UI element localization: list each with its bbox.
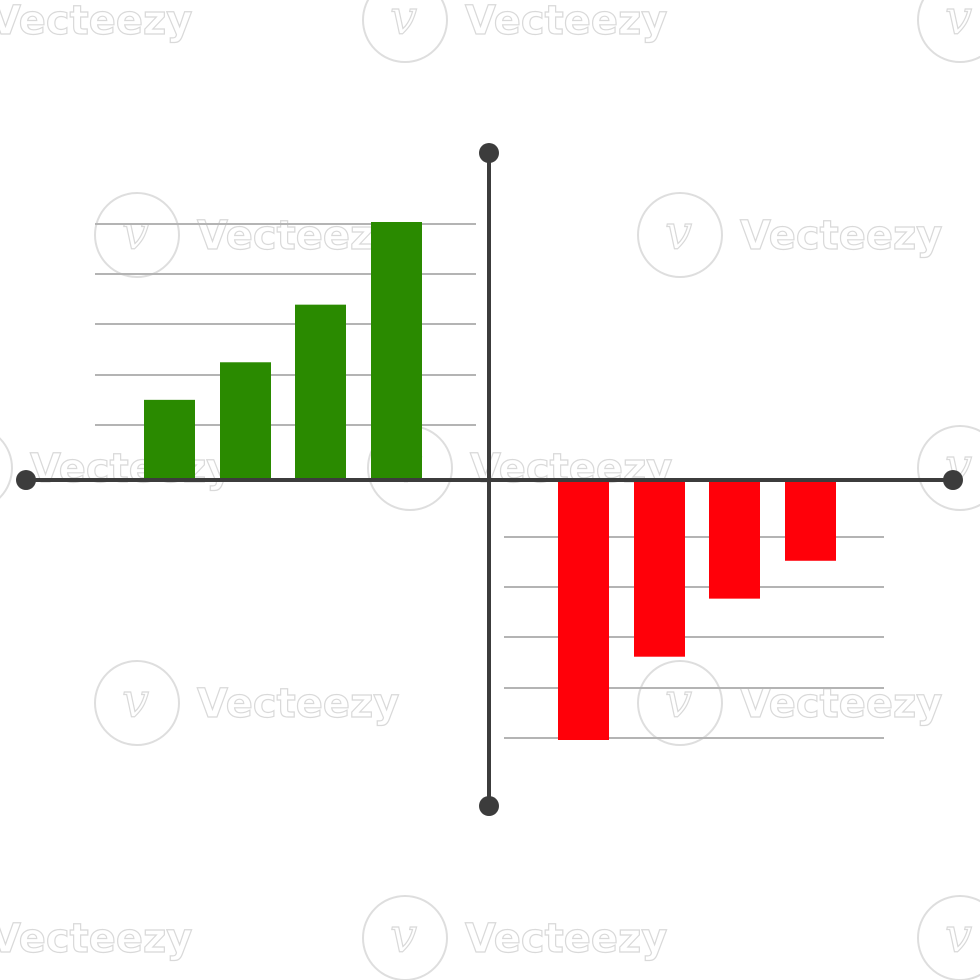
watermark-text: Vecteezy (0, 0, 192, 44)
watermark-text: Vecteezy (30, 446, 232, 492)
watermark-text: Vecteezy (465, 916, 667, 962)
vecteezy-logo-icon (362, 0, 448, 63)
vecteezy-logo-icon (0, 437, 13, 499)
positive-bar-2 (220, 362, 271, 480)
x-axis-right-endpoint (943, 470, 963, 490)
bars (144, 222, 836, 740)
watermark-text: Vecteezy (197, 681, 399, 727)
y-axis-bottom-endpoint (479, 796, 499, 816)
watermark-text: Vecteezy (740, 213, 942, 259)
watermark-glyph: v (945, 0, 972, 46)
watermark: v Vecteezy (94, 660, 400, 746)
vecteezy-logo-icon (94, 192, 180, 278)
x-axis-left-endpoint (16, 470, 36, 490)
vecteezy-logo-icon (917, 895, 980, 980)
watermark: v Vecteezy (362, 895, 668, 980)
axes (16, 143, 963, 816)
watermark-glyph: v (390, 908, 417, 964)
watermark: v Vecteezy (362, 0, 668, 63)
positive-bar-1 (144, 399, 195, 480)
watermark-glyph: v (390, 0, 417, 46)
watermark-glyph: v (665, 205, 692, 261)
positive-bar-4 (371, 222, 422, 480)
y-axis-top-endpoint (479, 143, 499, 163)
watermark-text: Vecteezy (465, 0, 667, 44)
watermark-glyph: v (665, 673, 692, 729)
vecteezy-logo-icon (362, 895, 448, 980)
negative-bar-4 (785, 480, 836, 561)
vecteezy-logo-icon (917, 425, 980, 511)
watermark-glyph: v (122, 673, 149, 729)
watermark-glyph: v (122, 205, 149, 261)
vecteezy-logo-icon (94, 660, 180, 746)
watermark-text: Vecteezy (0, 916, 192, 962)
negative-bar-1 (558, 480, 609, 740)
positive-bar-3 (295, 304, 346, 480)
negative-bar-2 (634, 480, 685, 657)
vecteezy-logo-icon (917, 0, 980, 63)
watermark: v Vecteezy (637, 192, 943, 278)
vecteezy-logo-icon (637, 660, 723, 746)
negative-bar-3 (709, 480, 760, 599)
watermark: v Vecteezy (94, 192, 400, 278)
vecteezy-logo-icon (637, 192, 723, 278)
watermark-glyph: v (945, 908, 972, 964)
watermark-text: Vecteezy (197, 213, 399, 259)
